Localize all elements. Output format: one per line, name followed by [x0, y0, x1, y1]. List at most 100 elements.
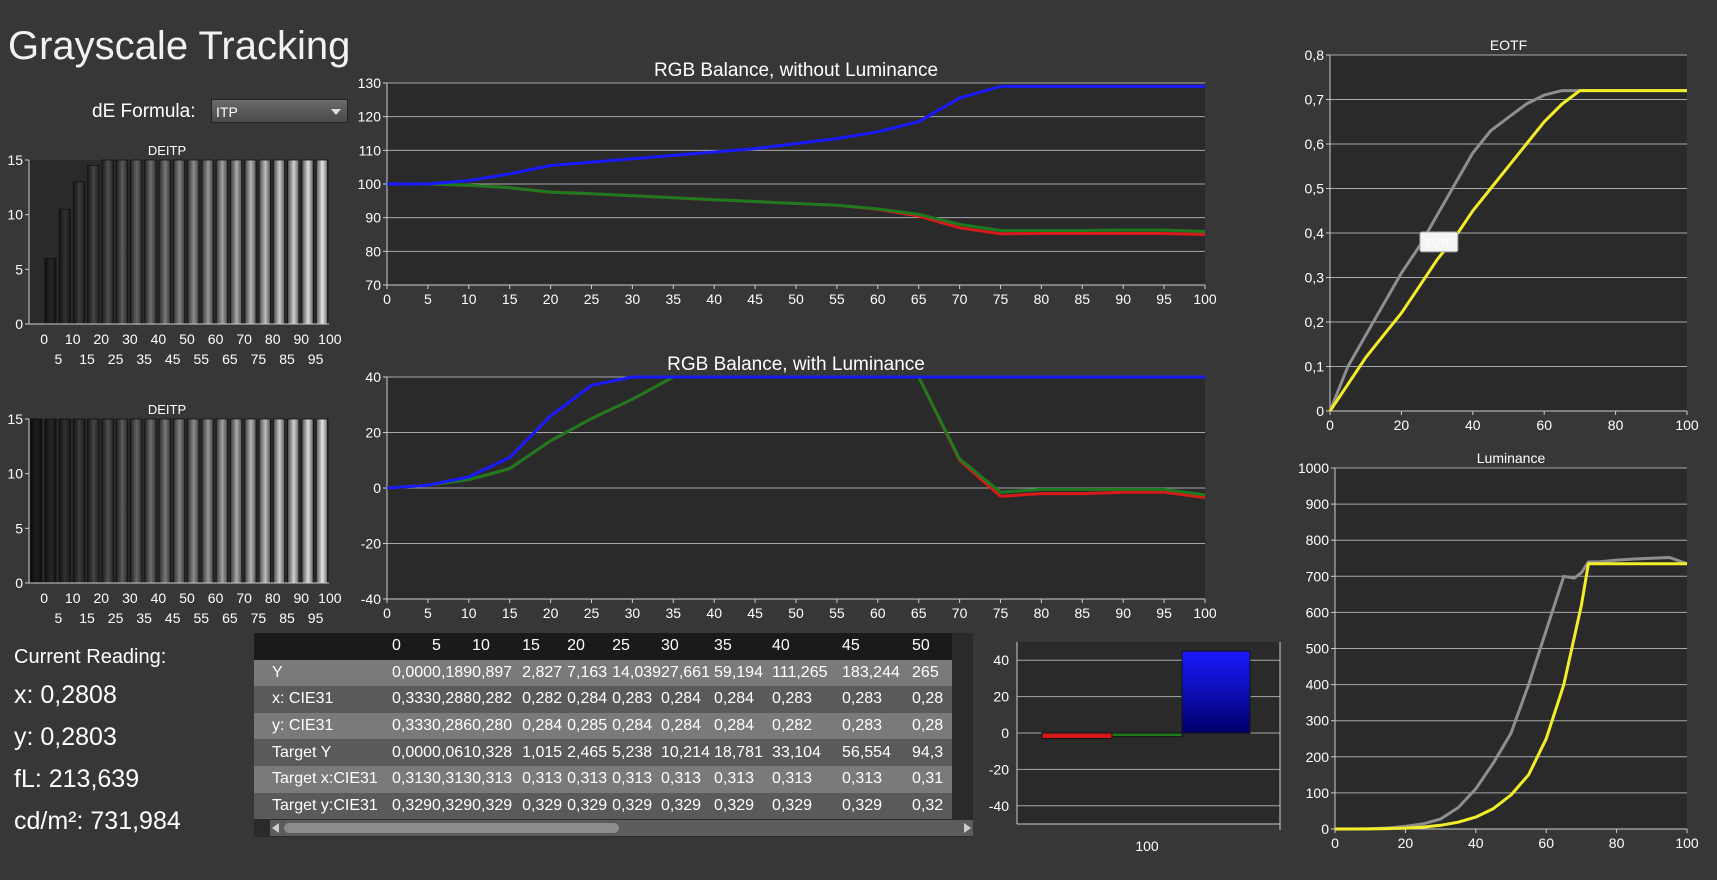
table-cell: 5,238 — [612, 739, 662, 766]
deitp-bar — [230, 159, 243, 325]
deitp-bar — [144, 418, 157, 584]
scroll-right-arrow-icon[interactable] — [964, 823, 971, 833]
deitp-bar — [115, 418, 128, 584]
x-tick-label: 50 — [788, 605, 804, 620]
row-label: Target x:CIE31 — [254, 765, 392, 793]
table-cell: 0,283 — [842, 686, 913, 713]
chart-title: DEITP — [148, 143, 186, 158]
deitp-bar — [172, 159, 186, 325]
row-label: Target y:CIE31 — [254, 792, 392, 820]
table-cell: 0,329 — [612, 792, 662, 820]
chart-title: DEITP — [148, 402, 186, 417]
row-label: Y — [254, 659, 392, 687]
x-tick-label: 40 — [1468, 835, 1484, 851]
table-cell: 0,313 — [772, 765, 843, 793]
table-cell: 1,015 — [522, 739, 568, 766]
column-header[interactable]: 50 — [912, 633, 953, 660]
x-tick-label: 15 — [502, 605, 518, 620]
x-tick-label: 80 — [1034, 291, 1050, 307]
de-formula-label: dE Formula: — [92, 101, 196, 122]
y-tick-label: 500 — [1306, 641, 1330, 657]
table-cell: 0,283 — [772, 686, 843, 713]
readings-table[interactable]: 0 5 10 15 20 25 30 35 40 45 50 Y 0,000 0,189 0,897 2,82… — [254, 633, 973, 837]
table-row[interactable]: Target x:CIE31 0,313 0,313 0,313 0,313 0,313 0… — [254, 765, 953, 793]
column-header[interactable]: 30 — [661, 633, 715, 660]
y-tick-label: 110 — [359, 142, 382, 158]
table-cell: 18,781 — [714, 739, 773, 766]
x-tick-label: 100 — [1675, 835, 1699, 851]
column-header[interactable]: 15 — [522, 633, 568, 660]
y-tick-label: 40 — [993, 652, 1009, 668]
x-tick-label: 60 — [870, 605, 886, 620]
column-header[interactable]: 45 — [842, 633, 913, 660]
deitp-bar — [315, 418, 328, 584]
table-row[interactable]: Target Y 0,000 0,061 0,328 1,015 2,465 5,238 10… — [254, 739, 953, 766]
table-cell: 0,283 — [612, 686, 662, 713]
rgb-bar-0 — [1041, 732, 1113, 739]
y-tick-label: 40 — [365, 369, 381, 385]
x-tick-label: 10 — [461, 605, 477, 620]
x-tick-label: 70 — [952, 605, 968, 620]
x-tick-label: 5 — [424, 291, 432, 307]
table-cell: 0,000 — [392, 659, 433, 687]
table-cell: 0,061 — [432, 739, 473, 766]
eotf-tooltip-label: EOTF — [1426, 238, 1453, 249]
x-tick-label: 70 — [236, 590, 252, 606]
scroll-thumb[interactable] — [284, 823, 619, 833]
rgb-bar-2 — [1181, 650, 1251, 734]
table-row[interactable]: Target y:CIE31 0,329 0,329 0,329 0,329 0,329 0… — [254, 792, 953, 820]
x-tick-label: 75 — [251, 610, 267, 626]
y-tick-label: -40 — [361, 591, 381, 607]
x-tick-label: 0 — [40, 331, 48, 347]
table-cell: 2,827 — [522, 659, 568, 687]
deitp-bar — [30, 418, 43, 584]
de-formula-select[interactable]: ITP — [211, 99, 348, 123]
x-tick-label: 65 — [222, 351, 238, 367]
x-tick-label: 60 — [1536, 417, 1552, 430]
x-tick-label: 85 — [1075, 605, 1091, 620]
y-tick-label: 120 — [358, 109, 382, 125]
y-tick-label: -20 — [989, 761, 1009, 777]
table-cell: 0,284 — [714, 712, 773, 740]
deitp-bar — [258, 418, 271, 584]
x-tick-label: 20 — [543, 605, 559, 620]
x-tick-label: 80 — [1608, 417, 1624, 430]
column-header[interactable]: 40 — [772, 633, 843, 660]
column-header[interactable]: 20 — [567, 633, 613, 660]
table-cell: 0,32 — [912, 792, 953, 820]
x-tick-label: 0 — [383, 291, 391, 307]
current-reading-header: Current Reading: — [14, 646, 167, 668]
deitp-bar — [244, 159, 257, 325]
x-tick-label: 100 — [318, 331, 342, 347]
reading-x: x: 0,2808 — [14, 681, 117, 709]
table-cell: 94,3 — [912, 739, 953, 766]
table-cell: 59,194 — [714, 659, 773, 687]
deitp-bar — [115, 159, 128, 325]
table-cell: 0,313 — [714, 765, 773, 793]
column-header[interactable]: 10 — [472, 633, 523, 660]
table-row[interactable]: y: CIE31 0,333 0,286 0,280 0,284 0,285 0,284 0,… — [254, 712, 953, 740]
deitp-bar — [101, 159, 114, 325]
table-row[interactable]: x: CIE31 0,333 0,288 0,282 0,282 0,284 0,283 0,… — [254, 686, 953, 713]
column-header[interactable]: 25 — [612, 633, 662, 660]
y-tick-label: 700 — [1306, 568, 1330, 584]
column-header[interactable]: 0 — [392, 633, 433, 660]
table-horizontal-scrollbar[interactable] — [270, 820, 973, 836]
x-tick-label: 70 — [952, 291, 968, 307]
y-tick-label: 100 — [1306, 785, 1330, 801]
x-tick-label: 15 — [502, 291, 518, 307]
scroll-left-arrow-icon[interactable] — [272, 823, 279, 833]
x-tick-label: 65 — [911, 291, 927, 307]
chart-title: EOTF — [1490, 37, 1527, 53]
de-formula-value: ITP — [216, 104, 238, 120]
row-label: y: CIE31 — [254, 712, 392, 740]
deitp-bar — [201, 159, 214, 325]
x-tick-label: 95 — [1156, 291, 1172, 307]
table-row[interactable]: Y 0,000 0,189 0,897 2,827 7,163 14,039 27,661 59… — [254, 659, 953, 687]
x-tick-label: 85 — [279, 351, 295, 367]
table-cell: 0,313 — [432, 765, 473, 793]
rgb-balance-without-chart: RGB Balance, without Luminance7080901001… — [358, 60, 1217, 307]
column-header[interactable]: 5 — [432, 633, 473, 660]
column-header[interactable]: 35 — [714, 633, 773, 660]
table-cell: 0,329 — [567, 792, 613, 820]
